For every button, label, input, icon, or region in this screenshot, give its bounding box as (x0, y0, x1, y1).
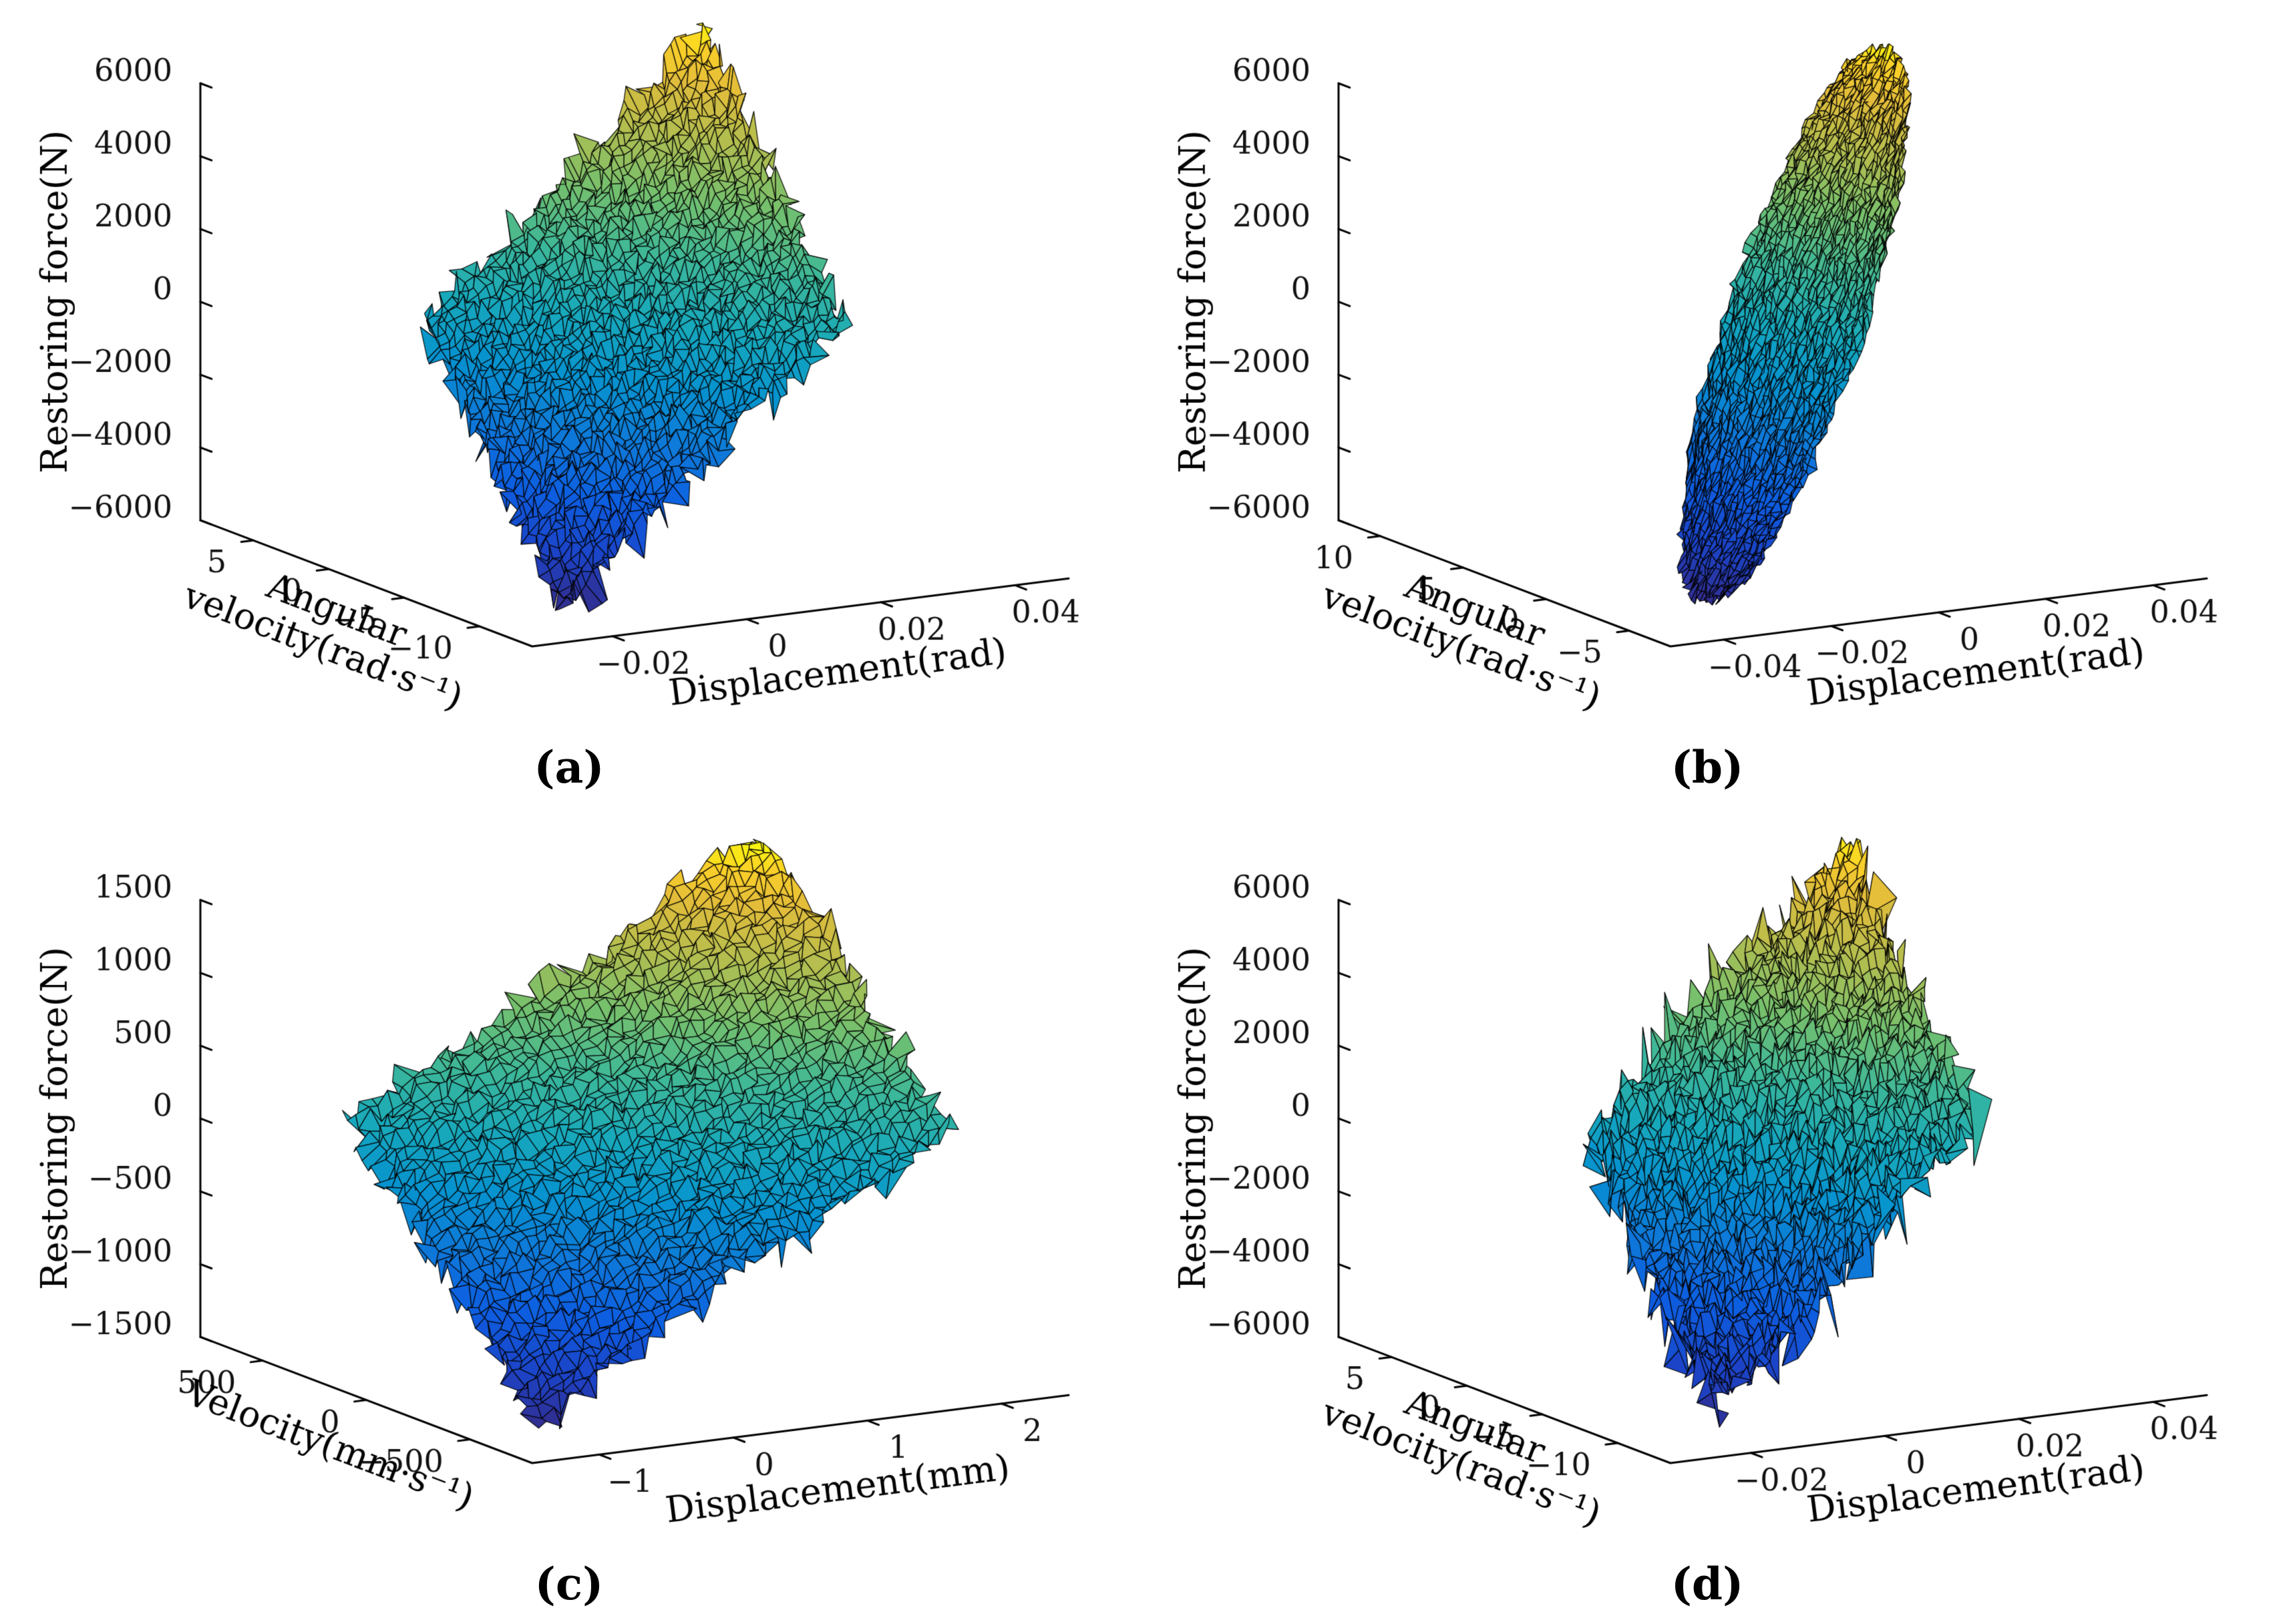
figure-panel-c: (c) (0, 822, 1138, 1621)
figure-panel-a: (a) (0, 5, 1138, 805)
surface-chart-b (1138, 5, 2276, 730)
caption-a: (a) (534, 741, 604, 793)
surface-chart-d (1138, 822, 2276, 1547)
surface-chart-a (0, 5, 1138, 730)
caption-d: (d) (1671, 1558, 1744, 1610)
figure-panel-d: (d) (1138, 822, 2276, 1621)
surface-chart-c (0, 822, 1138, 1547)
figure-panel-b: (b) (1138, 5, 2276, 805)
caption-b: (b) (1671, 741, 1744, 793)
caption-c: (c) (534, 1558, 604, 1610)
